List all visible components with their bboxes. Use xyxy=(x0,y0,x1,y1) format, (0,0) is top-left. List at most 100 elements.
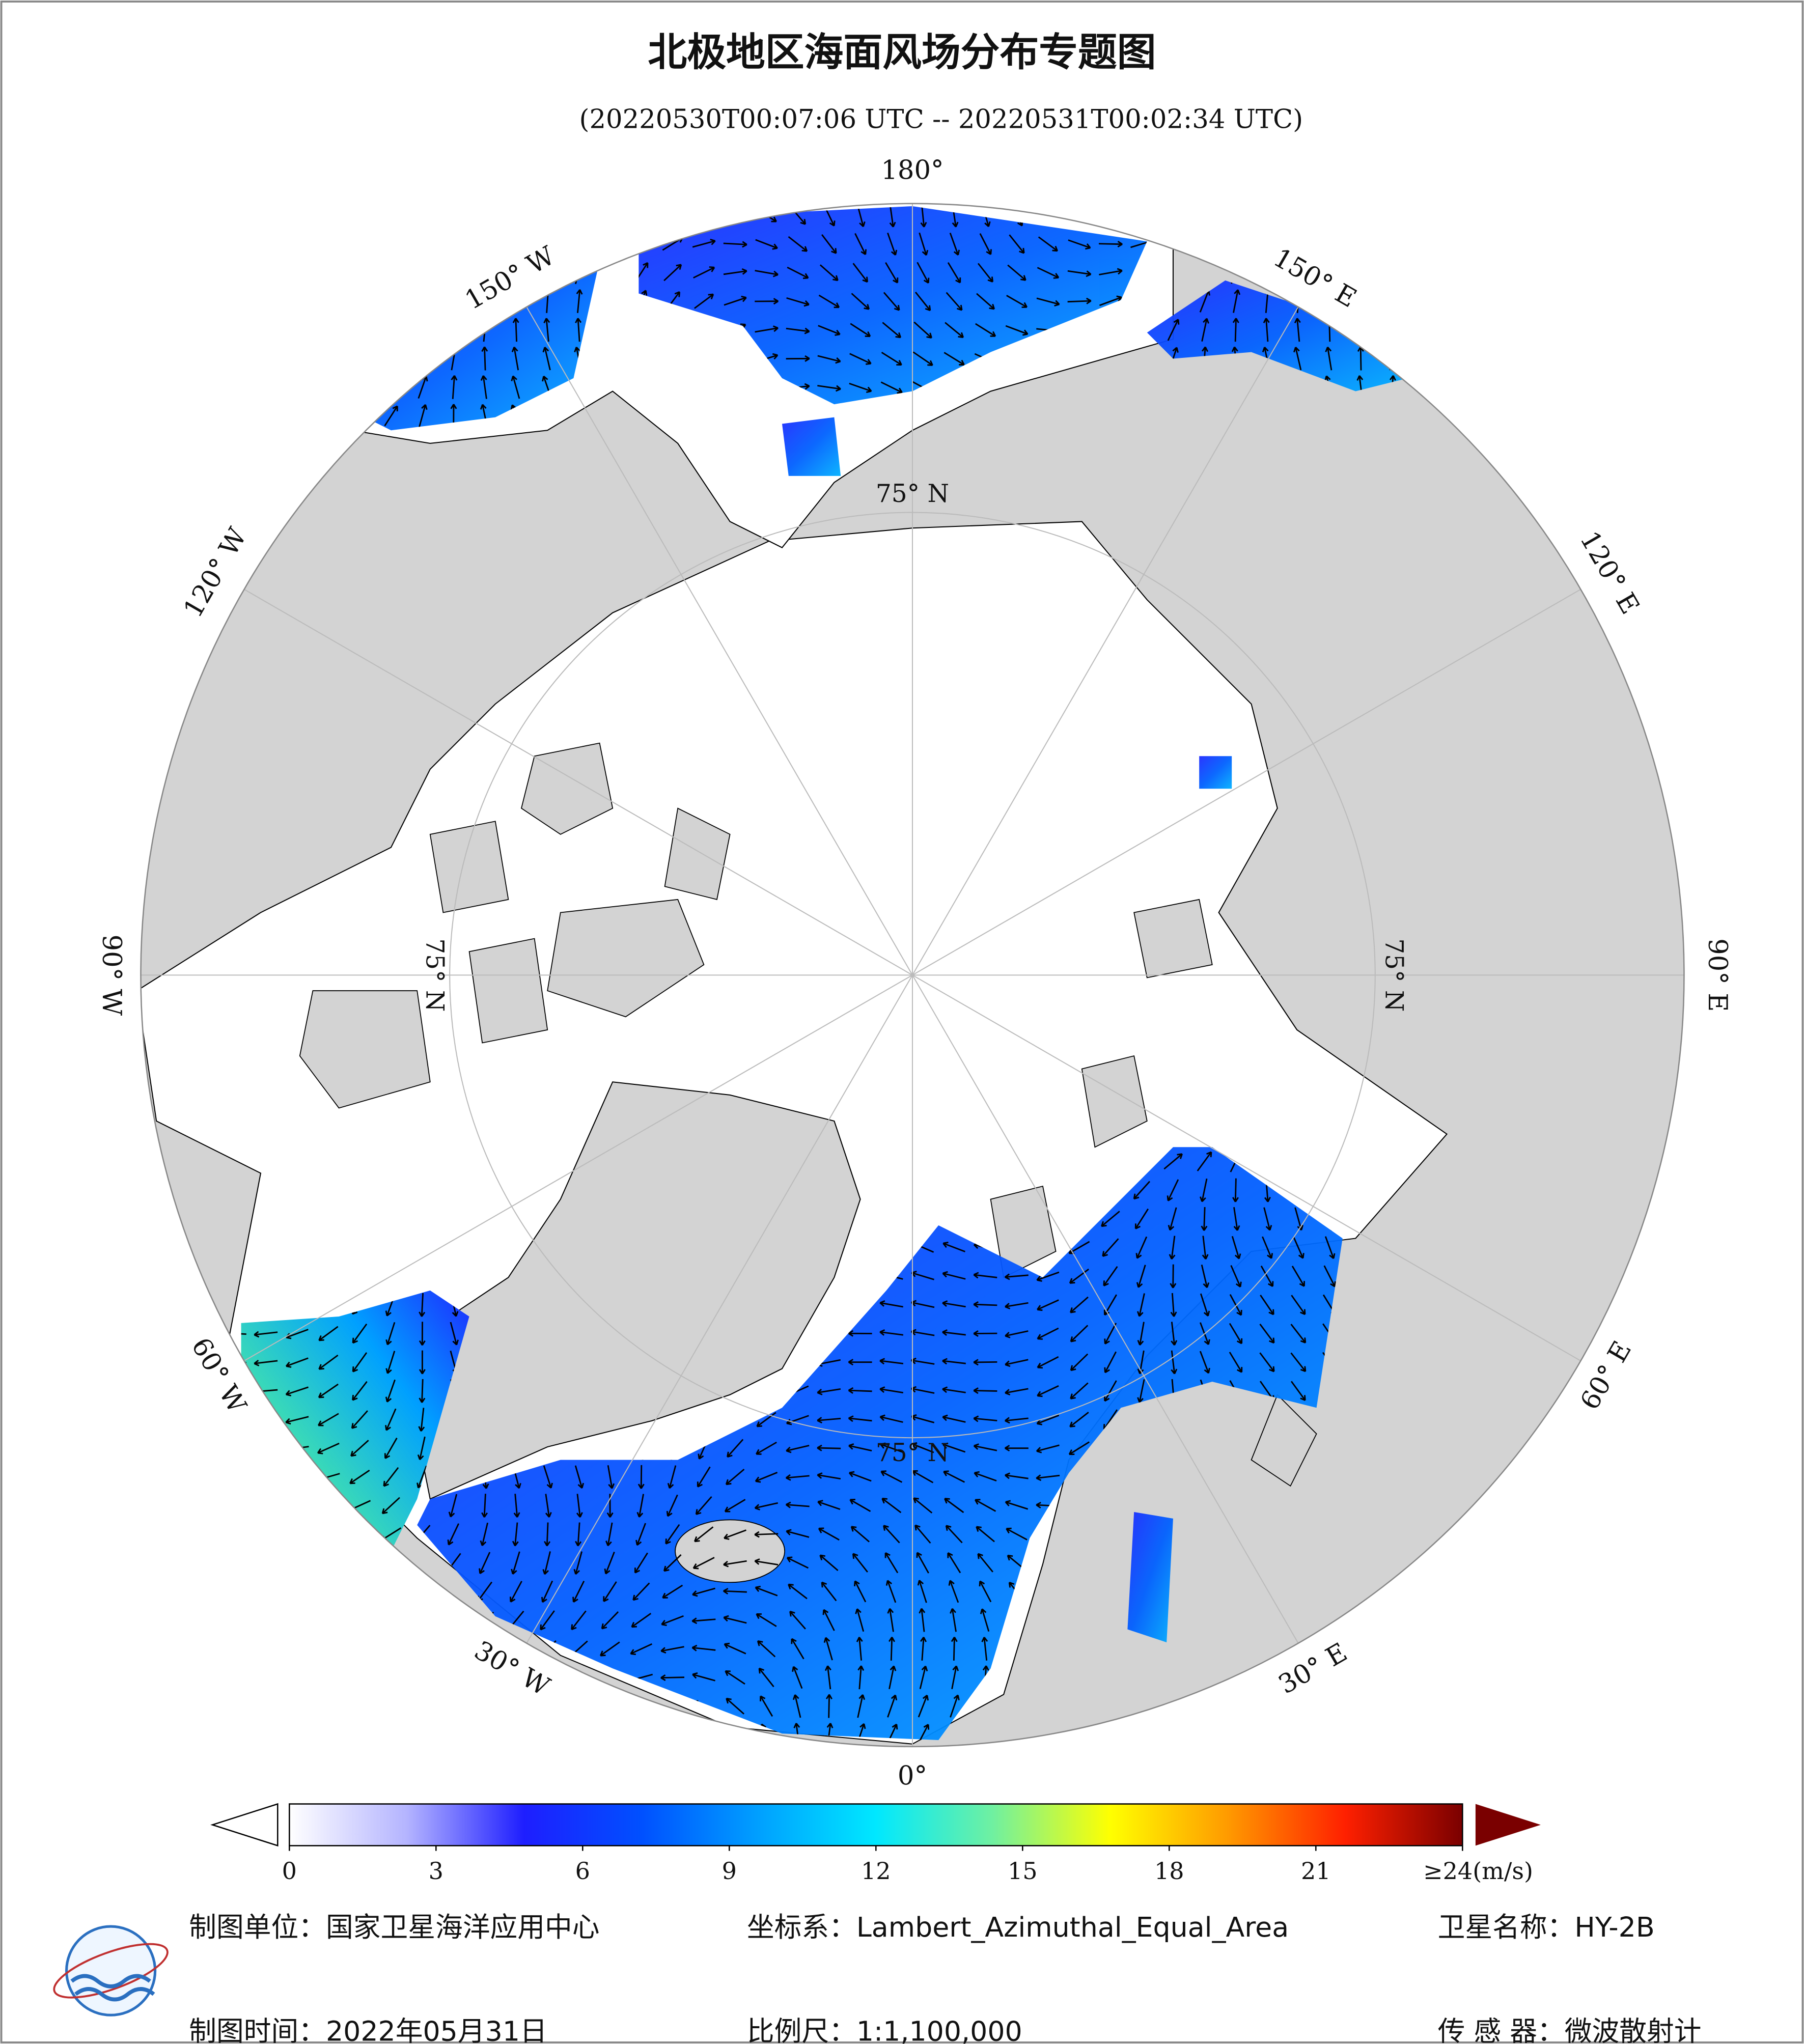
wind-arrow xyxy=(786,1529,810,1538)
wind-arrow xyxy=(476,207,494,224)
wind-arrow xyxy=(634,1552,648,1574)
wind-arrow xyxy=(451,375,458,399)
wind-arrow xyxy=(412,265,433,281)
wind-arrow xyxy=(1229,233,1243,255)
wind-arrow xyxy=(418,404,428,428)
wind-arrow xyxy=(323,1723,333,1741)
wind-arrow xyxy=(692,1557,715,1570)
wind-arrow xyxy=(660,1646,684,1654)
wind-arrow xyxy=(787,266,809,279)
wind-arrow xyxy=(542,1551,551,1575)
colorbar-tick-label: 6 xyxy=(575,1857,590,1885)
wind-arrow xyxy=(1005,1388,1029,1396)
wind-arrow xyxy=(880,1470,903,1483)
wind-arrow xyxy=(976,293,995,310)
wind-arrow xyxy=(290,206,305,226)
wind-arrow xyxy=(857,1665,865,1690)
wind-arrow xyxy=(818,1527,840,1541)
wind-arrow xyxy=(536,1730,559,1741)
wind-arrow xyxy=(285,1416,309,1425)
wind-arrow xyxy=(942,1241,965,1252)
wind-arrow xyxy=(285,384,310,391)
wind-arrow xyxy=(725,1670,745,1685)
wind-arrow xyxy=(1230,1265,1242,1287)
wind-arrow xyxy=(543,1465,553,1489)
wind-arrow xyxy=(821,1581,837,1602)
wind-arrow xyxy=(1413,238,1434,248)
wind-arrow xyxy=(379,1616,403,1623)
wind-arrow xyxy=(285,356,310,363)
wind-arrow xyxy=(661,1615,684,1626)
wind-arrow xyxy=(352,1323,368,1344)
wind-arrow xyxy=(348,324,372,335)
wind-arrow xyxy=(542,347,551,371)
wind-arrow xyxy=(848,1359,872,1366)
wind-arrow xyxy=(849,382,872,393)
wind-arrow xyxy=(1201,1264,1210,1289)
colorbar-under xyxy=(210,1803,279,1847)
wind-arrow xyxy=(317,438,340,450)
colorbar-tick-label: 18 xyxy=(1154,1857,1184,1885)
wind-arrow xyxy=(576,289,583,313)
wind-arrow xyxy=(914,291,931,312)
wind-arrow xyxy=(473,1732,497,1740)
wind-arrow xyxy=(1006,295,1028,308)
wind-arrow xyxy=(635,1523,647,1546)
wind-arrow xyxy=(1137,1379,1145,1403)
wind-arrow xyxy=(1348,1732,1373,1740)
wind-arrow xyxy=(285,440,310,447)
wind-arrow xyxy=(1224,1731,1247,1740)
wind-arrow xyxy=(726,1697,745,1715)
wind-arrow xyxy=(663,1554,682,1572)
wind-arrow xyxy=(629,1731,653,1739)
wind-arrow xyxy=(979,1580,992,1603)
wind-arrow xyxy=(1136,1293,1145,1317)
wind-arrow xyxy=(262,1665,269,1690)
wind-arrow xyxy=(754,1558,779,1565)
wind-arrow xyxy=(1067,270,1092,277)
wind-arrow xyxy=(254,1331,278,1338)
wind-arrow xyxy=(509,1581,522,1603)
footer-scale: 比例尺：1:1,100,000 xyxy=(747,2015,1022,2044)
wind-arrow xyxy=(1037,267,1060,279)
wind-arrow xyxy=(232,204,239,227)
wind-arrow xyxy=(572,1580,585,1603)
wind-arrow xyxy=(889,206,896,228)
wind-arrow xyxy=(1293,1236,1305,1259)
wind-arrow xyxy=(855,1723,866,1741)
wind-arrow xyxy=(1192,1703,1216,1711)
wind-arrow xyxy=(260,1609,271,1632)
wind-arrow xyxy=(320,1639,337,1658)
colorbar-bar xyxy=(289,1803,1463,1846)
wind-arrow xyxy=(380,1699,402,1713)
wind-arrow xyxy=(479,1552,491,1574)
wind-arrow xyxy=(1318,1701,1341,1713)
wind-arrow xyxy=(316,1557,340,1567)
wind-arrow xyxy=(885,1723,898,1741)
wind-arrow xyxy=(857,1694,866,1718)
wind-arrow xyxy=(379,267,403,277)
wind-arrow xyxy=(755,1471,778,1483)
wind-arrow xyxy=(821,234,837,254)
map-body xyxy=(141,203,1684,1747)
wind-arrow xyxy=(919,1608,926,1632)
wind-arrow xyxy=(415,319,430,341)
wind-arrow xyxy=(817,355,841,364)
wind-arrow xyxy=(285,1386,309,1396)
wind-arrow xyxy=(241,1329,246,1336)
wind-arrow xyxy=(884,1552,899,1574)
wind-arrow xyxy=(349,380,370,395)
wind-arrow xyxy=(663,264,682,282)
wind-arrow xyxy=(504,1730,528,1741)
wind-arrow xyxy=(942,1442,966,1453)
wind-arrow xyxy=(293,1723,300,1741)
wind-arrow xyxy=(317,326,341,333)
wind-arrow xyxy=(448,290,460,313)
wind-arrow xyxy=(446,262,462,283)
wind-arrow xyxy=(600,1641,620,1657)
wind-arrow xyxy=(352,1724,368,1741)
wind-arrow xyxy=(540,1610,555,1631)
wind-arrow xyxy=(817,385,841,392)
wind-arrow xyxy=(979,233,992,255)
meridian xyxy=(912,306,1299,975)
